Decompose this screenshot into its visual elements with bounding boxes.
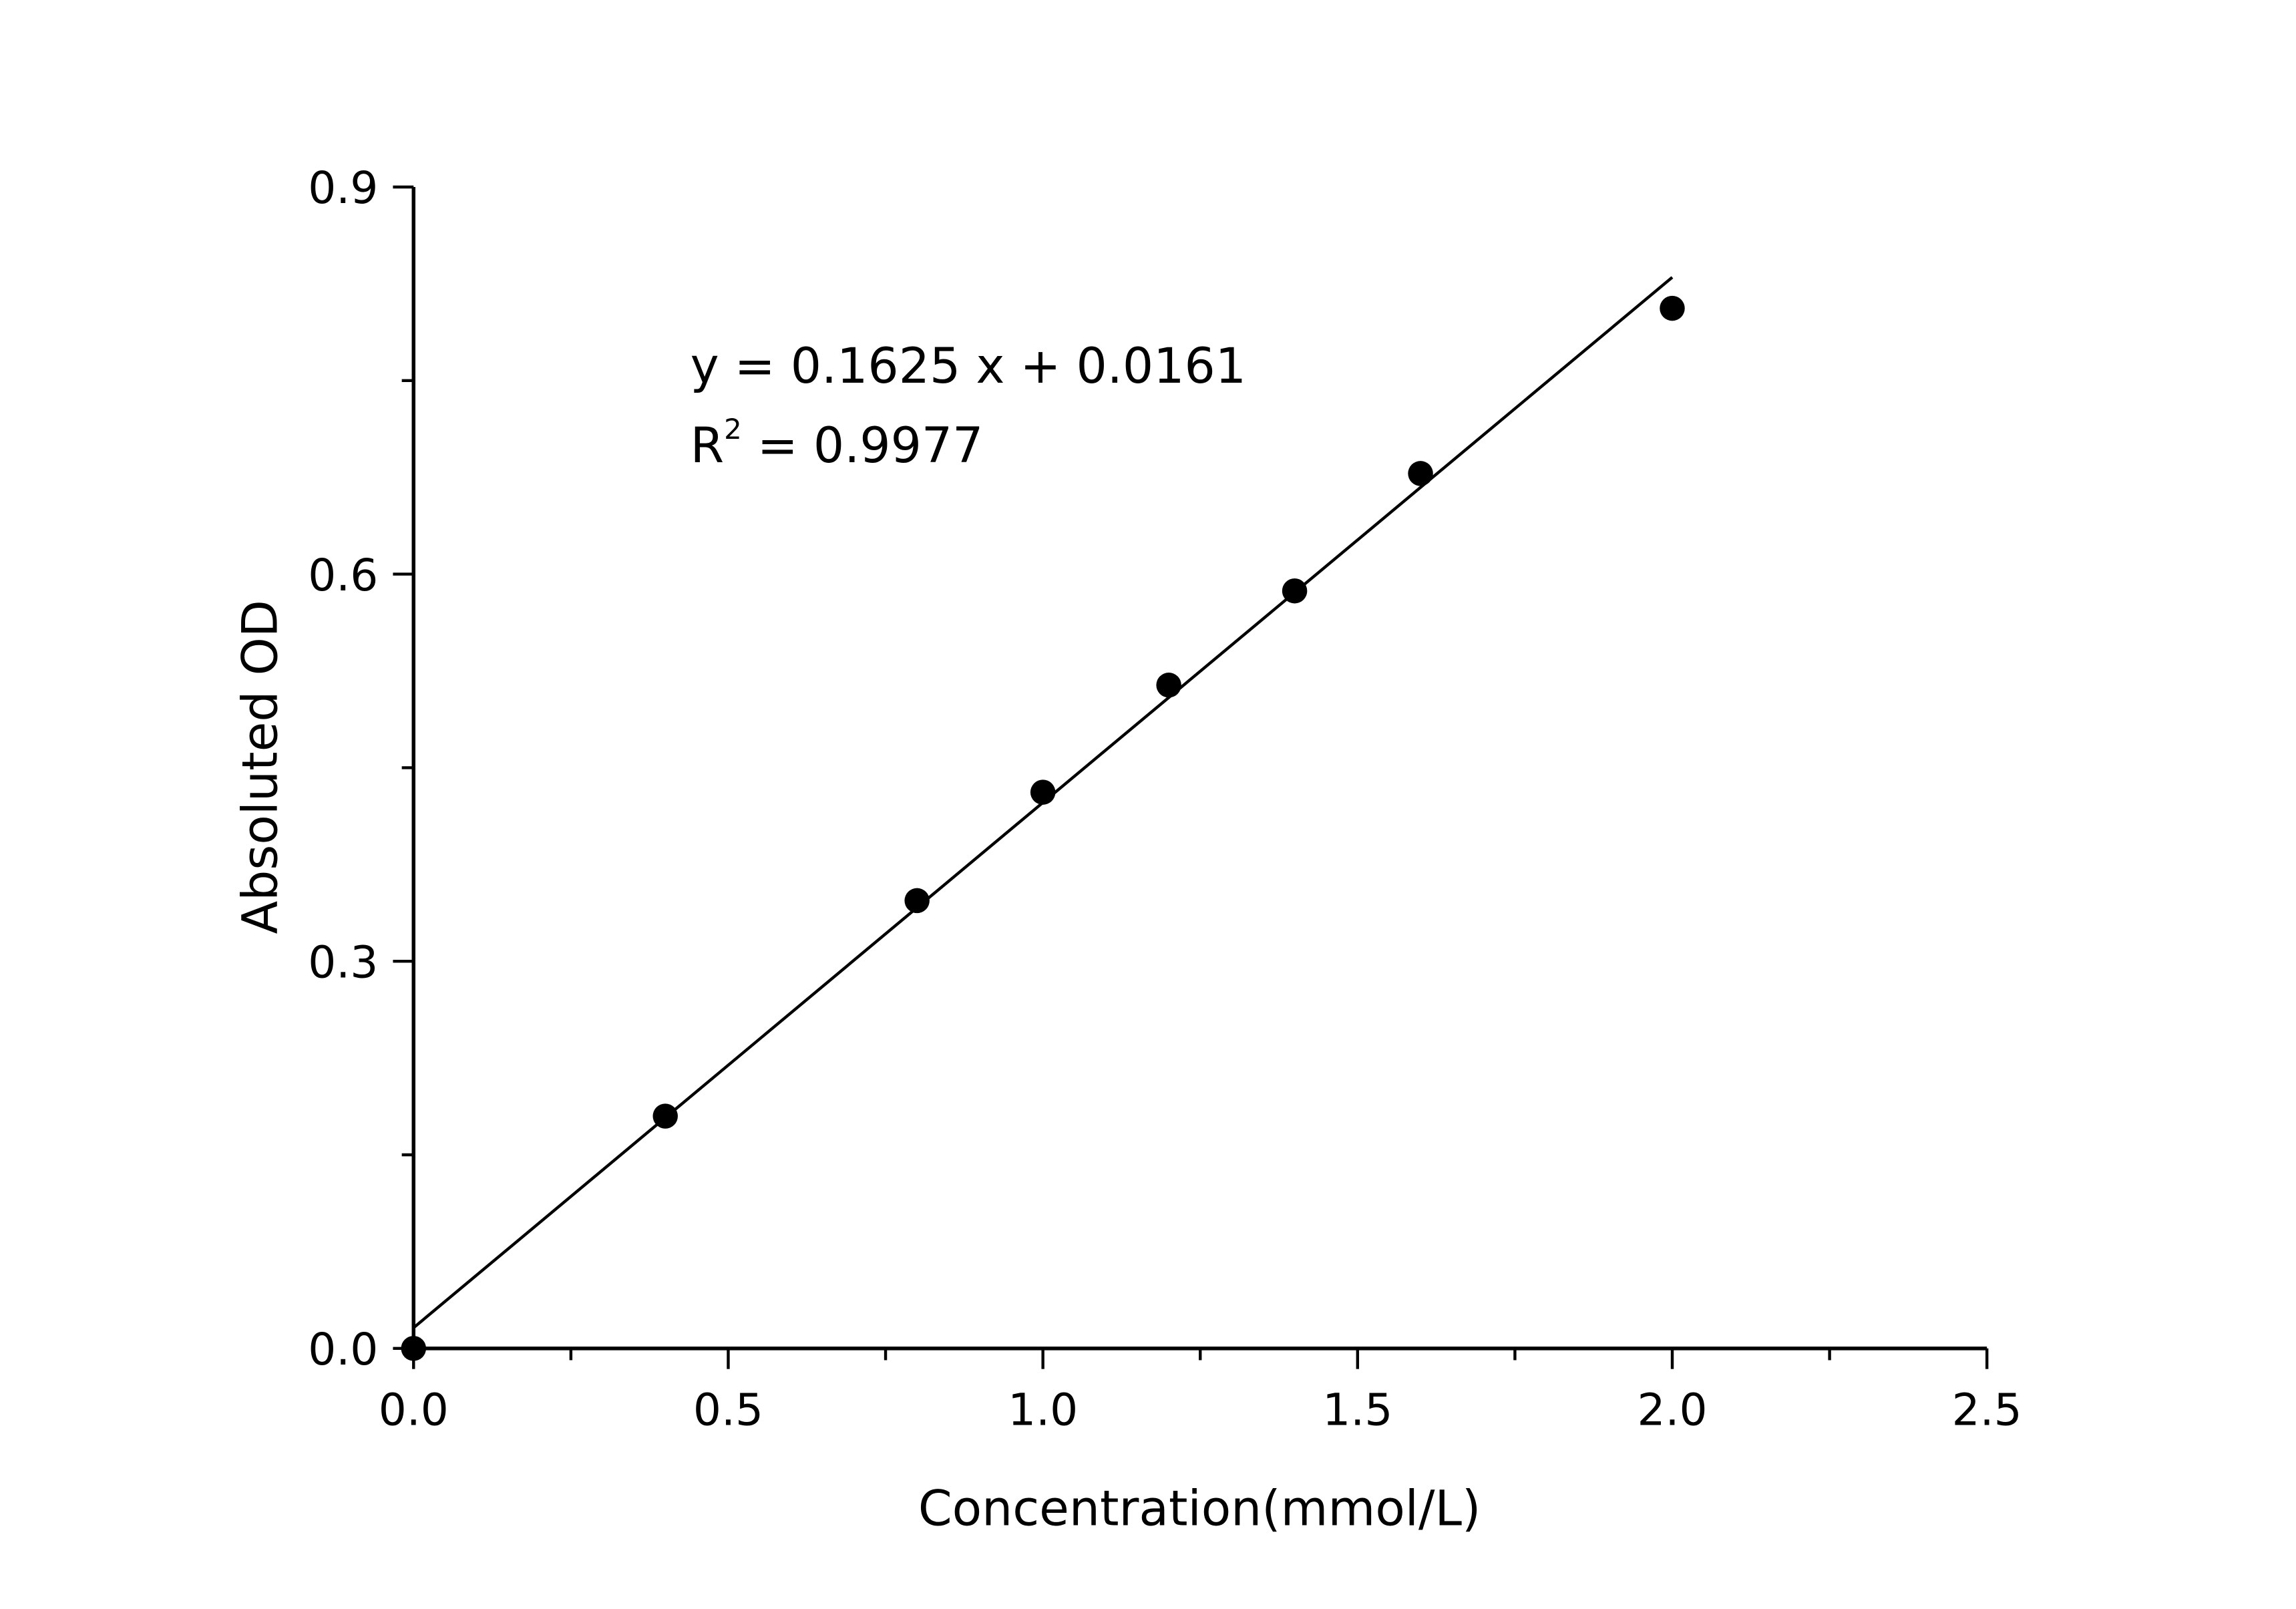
data-points — [401, 295, 1685, 1361]
y-tick-label: 0.6 — [308, 550, 378, 601]
y-axis-label: Absoluted OD — [232, 600, 289, 934]
x-tick-label: 0.5 — [693, 1384, 763, 1435]
data-point — [904, 888, 930, 914]
x-tick-label: 2.5 — [1952, 1384, 2022, 1435]
data-point — [401, 1336, 427, 1361]
data-point — [1030, 779, 1056, 805]
y-tick-label: 0.3 — [308, 936, 378, 988]
x-tick-label: 0.0 — [379, 1384, 449, 1435]
y-tick-label: 0.9 — [308, 162, 378, 214]
ticks: 0.0 0.5 1.0 1.5 2.0 2.5 0.0 0.3 0.6 0.9 — [308, 162, 2022, 1435]
r2-annotation: R2 = 0.9977 — [691, 413, 984, 474]
data-point — [1156, 673, 1181, 698]
data-point — [652, 1103, 678, 1129]
equation-annotation: y = 0.1625 x + 0.0161 — [691, 338, 1246, 395]
x-tick-label: 2.0 — [1637, 1384, 1707, 1435]
data-point — [1282, 578, 1308, 604]
y-tick-label: 0.0 — [308, 1324, 378, 1375]
x-tick-label: 1.5 — [1322, 1384, 1392, 1435]
x-axis-label: Concentration(mmol/L) — [918, 1480, 1481, 1537]
data-point — [1408, 461, 1433, 486]
data-point — [1660, 295, 1685, 321]
x-tick-label: 1.0 — [1008, 1384, 1078, 1435]
